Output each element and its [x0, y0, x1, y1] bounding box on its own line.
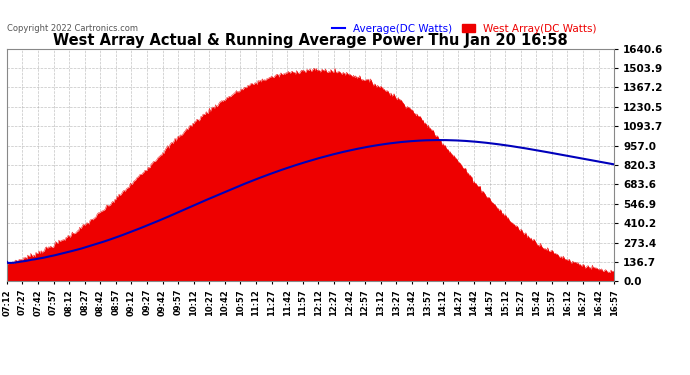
Text: Copyright 2022 Cartronics.com: Copyright 2022 Cartronics.com: [7, 24, 138, 33]
Title: West Array Actual & Running Average Power Thu Jan 20 16:58: West Array Actual & Running Average Powe…: [53, 33, 568, 48]
Legend: Average(DC Watts), West Array(DC Watts): Average(DC Watts), West Array(DC Watts): [332, 24, 597, 34]
